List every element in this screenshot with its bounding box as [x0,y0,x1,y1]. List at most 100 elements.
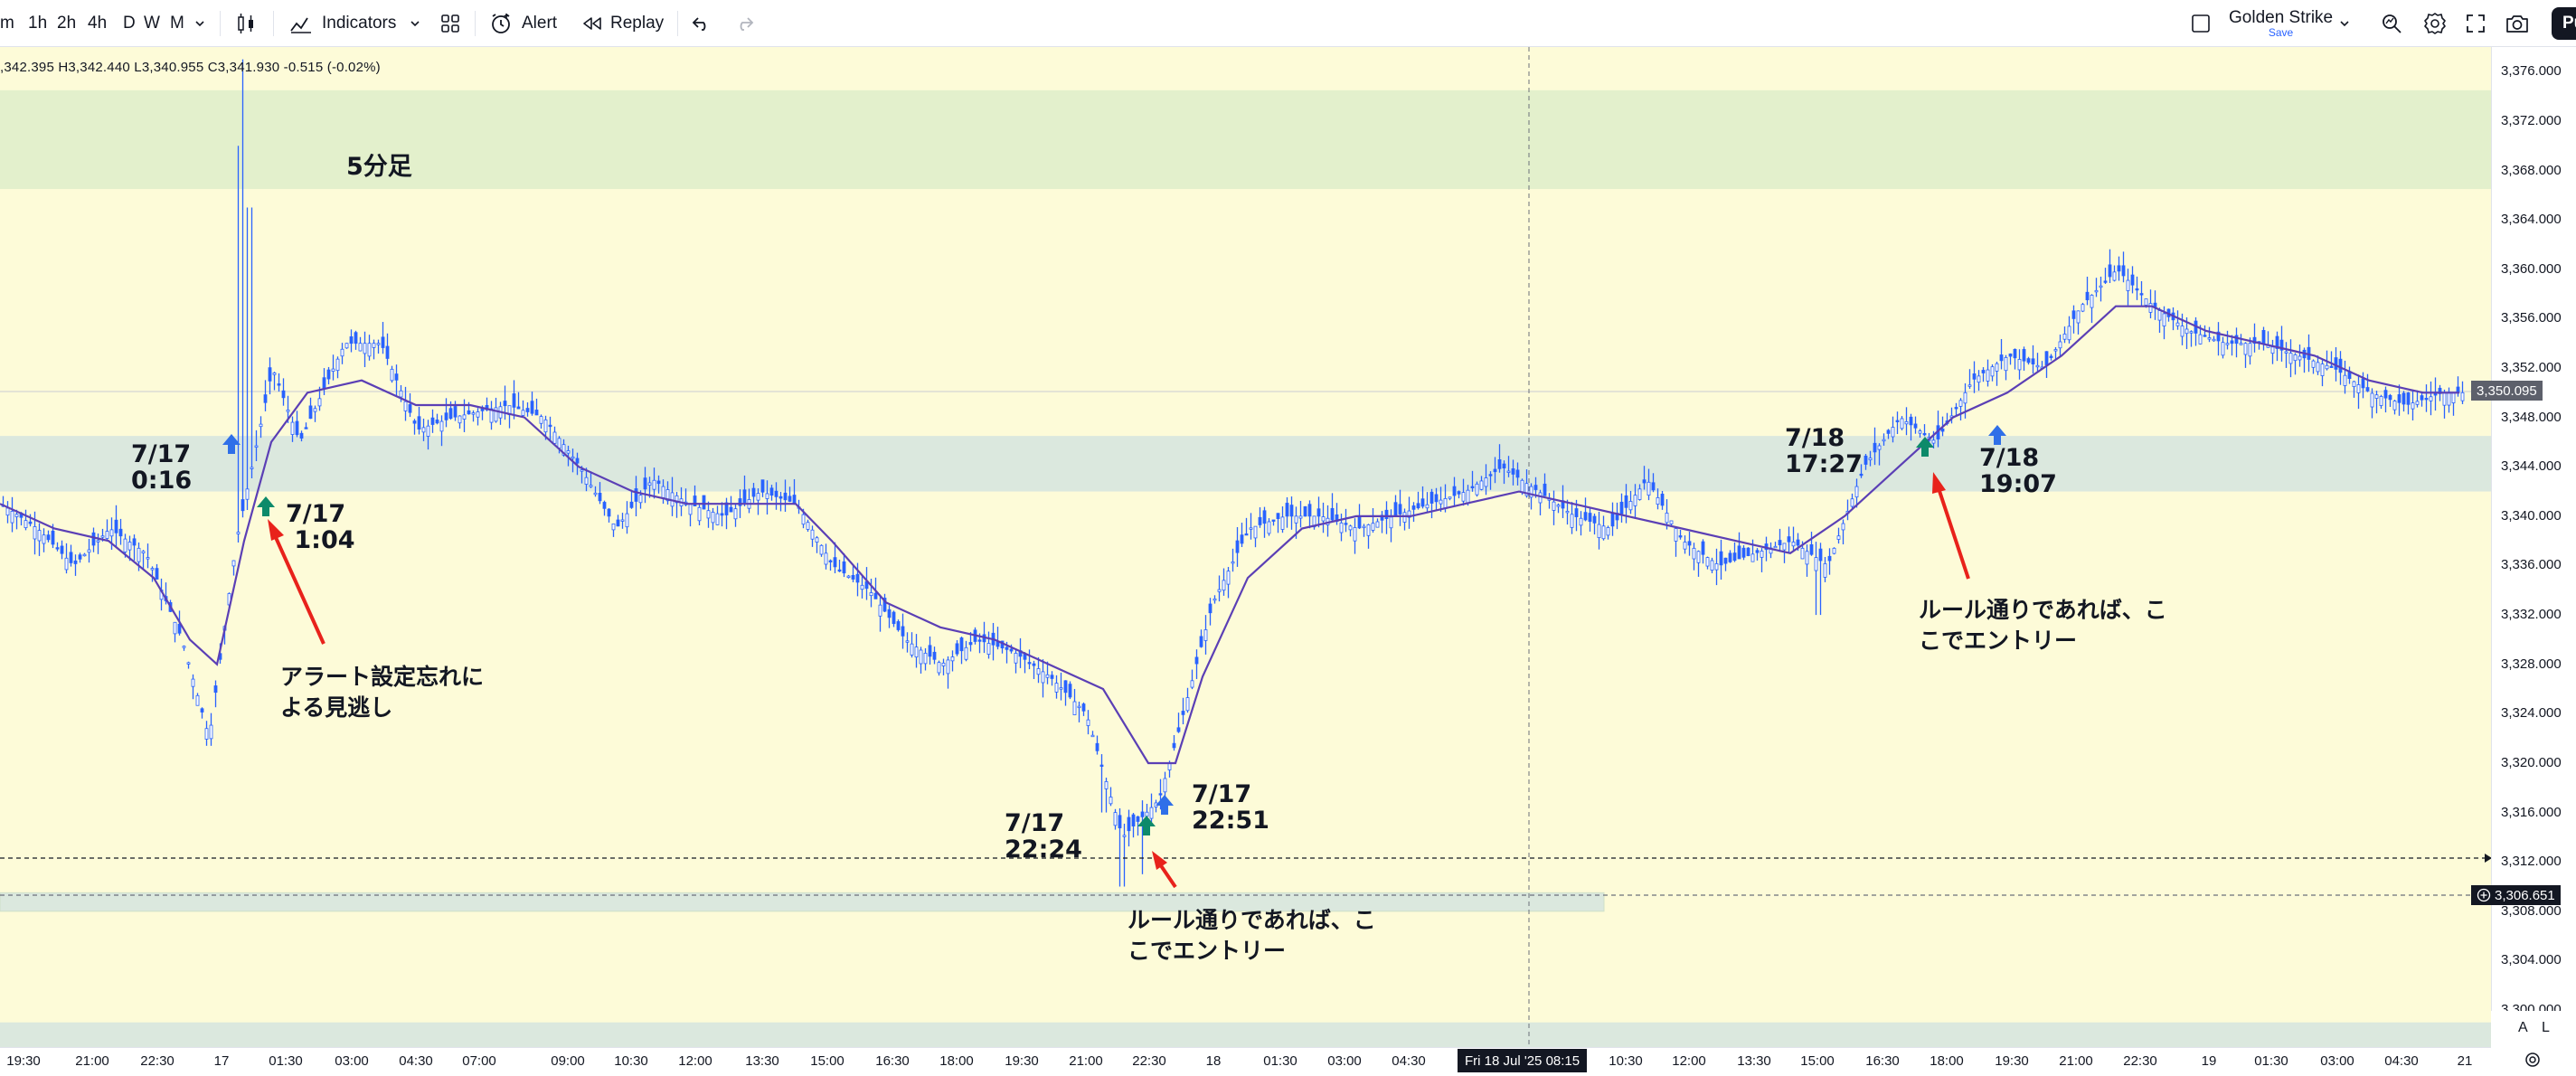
publish-button[interactable]: Pu [2552,7,2576,40]
candle-body [2058,341,2062,349]
candle-body [390,368,394,382]
camera-snapshot-icon[interactable] [2505,0,2530,47]
quick-search-icon[interactable] [2380,0,2403,47]
candle-body [1737,545,1741,560]
add-plus-icon[interactable] [2477,888,2491,902]
candle-body [2081,304,2085,312]
entry-arrow-green-1-icon [257,496,275,516]
candle-body [629,501,634,508]
log-scale-button[interactable]: L [2542,1020,2550,1035]
entry-arrow-blue-2-icon [1156,795,1174,815]
red-pointer-arrow-2-icon [1152,851,1177,889]
candle-body [173,621,177,635]
candle-body [2288,353,2293,364]
candle-body [344,343,349,349]
candle-body [1289,505,1294,517]
chart-settings-gear-icon[interactable] [2524,1051,2542,1073]
settings-gear-icon[interactable] [2423,0,2447,47]
candle-body [1140,811,1145,817]
candle-body [575,458,580,464]
candle-body [1669,520,1674,524]
candle-body [1398,504,1402,514]
time-scale[interactable]: 19:30 21:00 22:30 17 01:30 03:00 04:30 07:00 09:… [0,1047,2491,1076]
candle-body [1439,499,1443,505]
interval-minutes[interactable]: m [0,14,14,33]
candle-body [1244,533,1249,536]
candle-body [1208,603,1213,614]
replay-button[interactable]: Replay [581,0,664,47]
time-tick-label: 21:00 [75,1053,109,1069]
replay-label: Replay [610,14,665,33]
candle-body [2338,358,2343,373]
candle-body [394,373,399,381]
candle-body [1814,557,1818,571]
candle-body [1805,551,1809,565]
candle-body [932,651,937,660]
candle-body [1104,781,1109,789]
layouts-grid-icon[interactable] [440,0,460,47]
redo-icon[interactable] [734,0,754,47]
indicators-button[interactable]: Indicators [289,0,396,47]
alert-button[interactable]: Alert [489,0,557,47]
candle-body [702,495,706,510]
candle-body [1280,516,1285,530]
undo-icon[interactable] [692,0,712,47]
candle-body [643,477,647,490]
candle-body [2108,264,2112,278]
auto-scale-button[interactable]: A [2518,1020,2528,1035]
candle-body [968,642,973,646]
interval-month[interactable]: M [170,14,184,33]
price-tick-label: 3,368.000 [2501,162,2562,178]
candle-body [1674,528,1678,542]
candle-body [616,519,620,527]
candle-body [1696,551,1701,563]
time-tick-label: 04:30 [2384,1053,2419,1069]
candle-body [1109,797,1113,805]
candle-body [317,398,322,407]
interval-4h[interactable]: 4h [88,14,108,33]
candle-body [1005,647,1009,650]
candle-body [1633,495,1637,506]
candle-body [1330,507,1335,521]
candle-body [2189,331,2194,334]
candle-body [1900,418,1904,429]
interval-day[interactable]: D [123,14,136,33]
candle-body [1027,662,1032,665]
time-tick-label: 16:30 [875,1053,910,1069]
candle-body [1371,523,1375,531]
fullscreen-icon[interactable] [2466,0,2486,47]
candle-body [146,557,150,560]
layout-checkbox[interactable] [2191,0,2211,47]
indicators-dropdown-chevron-icon[interactable] [409,0,421,47]
candle-body [851,574,855,580]
chart-pane[interactable]: ,342.395 H3,342.440 L3,340.955 C3,341.93… [0,47,2576,1076]
price-scale[interactable]: 3,376.000 3,372.000 3,368.000 3,364.000 3,36… [2491,47,2576,1051]
candle-body [1366,524,1371,536]
candle-body [399,390,403,398]
candle-body [2284,351,2288,354]
template-dropdown-chevron-icon[interactable] [2338,0,2351,47]
interval-week[interactable]: W [144,14,160,33]
zone-supply [0,90,2491,190]
candle-body [268,367,272,382]
interval-dropdown-chevron-icon[interactable] [193,0,206,47]
candle-body [2329,365,2334,368]
candle-body [2270,346,2275,354]
price-chart[interactable] [0,47,2491,1047]
template-selector[interactable]: Golden Strike Save [2229,0,2333,47]
time-tick-label: 19:30 [1995,1053,2029,1069]
candle-body [512,393,516,408]
candle-body [1226,571,1231,585]
candle-body [1014,653,1018,664]
interval-1h[interactable]: 1h [28,14,48,33]
candle-body [1095,742,1099,751]
candle-style-icon[interactable] [235,0,257,47]
candle-body [231,560,236,567]
candle-body [2415,401,2420,405]
candle-body [738,498,742,506]
interval-2h[interactable]: 2h [57,14,77,33]
time-tick-label: 19:30 [6,1053,41,1069]
candle-body [824,552,828,565]
price-tick-label: 3,332.000 [2501,607,2562,623]
candle-body [1158,793,1163,796]
